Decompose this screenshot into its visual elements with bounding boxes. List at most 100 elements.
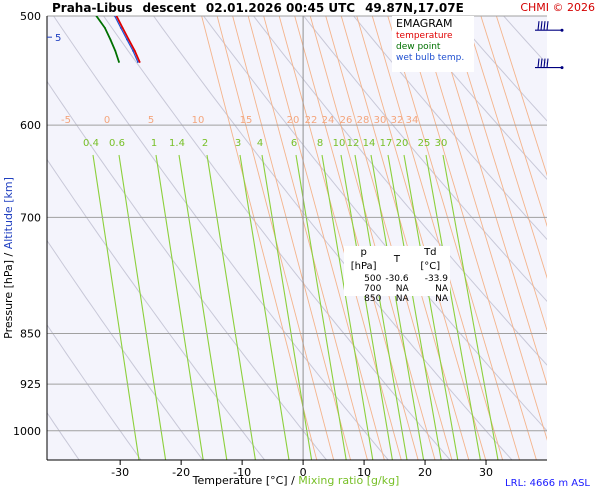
series-point <box>132 49 134 52</box>
station-position: 49.87N,17.07E <box>365 1 464 15</box>
pressure-tick-label: 600 <box>20 119 41 132</box>
legend-item-dew-point: dew point <box>396 42 441 52</box>
isotherm-label: 22 <box>305 115 318 126</box>
pressure-tick-label: 850 <box>20 328 41 341</box>
isotherm-label: 28 <box>357 115 370 126</box>
moist-adiabat-line <box>480 16 547 228</box>
series-point <box>115 16 118 17</box>
temperature-tick-label: -10 <box>233 466 251 479</box>
isotherm-label: 32 <box>391 115 404 126</box>
mixing-ratio-label: 20 <box>396 138 409 149</box>
wind-barb-flag <box>546 21 549 31</box>
temperature-tick-label: 30 <box>479 466 493 479</box>
table-cell: -33.9 <box>424 274 448 284</box>
level-values-table: p [hPa] T Td [°C] 500 -30.6 -33.9 700 NA… <box>344 246 450 304</box>
copyright: CHMI © 2026 <box>520 1 595 14</box>
mixing-ratio-line <box>403 154 459 460</box>
table-header-temperature: T <box>393 254 401 265</box>
table-row: 700 NA NA <box>344 284 450 294</box>
mixing-ratio-line <box>387 154 442 460</box>
moist-adiabat-line <box>263 16 385 460</box>
series-point <box>113 16 116 17</box>
pressure-tick-label: 925 <box>20 378 41 391</box>
temperature-tick-label: -30 <box>111 466 129 479</box>
series-point <box>109 38 112 41</box>
mixing-ratio-label: 17 <box>380 138 393 149</box>
mixing-ratio-line <box>92 154 140 460</box>
mixing-ratio-label: 0.6 <box>109 138 125 149</box>
series-point <box>127 38 130 41</box>
isotherm-label: 24 <box>322 115 335 126</box>
isotherm-label: 15 <box>240 115 253 126</box>
mixing-ratio-label: 25 <box>418 138 431 149</box>
moist-adiabat-line <box>464 16 547 279</box>
moist-adiabat-line <box>356 16 487 460</box>
temperature-tick-label: 10 <box>357 466 371 479</box>
moist-adiabat-line <box>247 16 368 460</box>
sounding-datetime: 02.01.2026 00:45 UTC <box>205 1 356 15</box>
dry-adiabat-line <box>47 239 204 460</box>
table-cell: 700 <box>364 284 382 294</box>
moist-adiabat-line <box>418 16 547 441</box>
series-point <box>138 61 141 63</box>
moist-adiabat-line <box>325 16 453 460</box>
wind-barb-flag <box>543 58 546 68</box>
isotherm-label: 26 <box>340 115 353 126</box>
mixing-ratio-label: 0.4 <box>83 138 99 149</box>
wind-barb-flag <box>546 58 549 68</box>
wind-barb-flag <box>537 21 540 31</box>
mixing-ratio-label: 4 <box>257 138 263 149</box>
moist-adiabat-line <box>309 16 436 460</box>
moist-adiabat-line <box>387 16 520 460</box>
isotherm-label: 34 <box>406 115 419 126</box>
series-point <box>119 26 122 29</box>
moist-adiabat-line <box>449 16 547 332</box>
pressure-tick-label: 500 <box>20 10 41 23</box>
isotherm-label: 10 <box>192 115 205 126</box>
wind-barb-tip <box>560 66 564 70</box>
y-axis-title: Pressure [hPa] / Altitude [km] <box>2 177 15 339</box>
mixing-ratio-line <box>206 154 256 460</box>
sounding-mode: descent <box>142 1 196 15</box>
table-row: 500 -30.6 -33.9 <box>344 274 450 284</box>
chart-title: Praha-Libus descent 02.01.2026 00:45 UTC 49… <box>52 1 474 15</box>
temperature-tick-label: -20 <box>172 466 190 479</box>
mixing-ratio-label: 8 <box>317 138 323 149</box>
x-axis-title-temperature: Temperature [°C] <box>192 474 288 487</box>
dry-adiabat-line <box>47 158 266 460</box>
mixing-ratio-label: 30 <box>435 138 448 149</box>
moist-adiabat-line <box>495 16 547 177</box>
moist-adiabat-line <box>232 16 351 460</box>
y-axis-title-pressure: Pressure [hPa] <box>2 260 15 339</box>
dry-adiabat-line <box>47 323 142 460</box>
wind-barb-flag <box>543 21 546 31</box>
table-cell: NA <box>435 294 448 304</box>
legend: EMAGRAM temperature dew point wet bulb t… <box>392 16 474 72</box>
series-point <box>114 49 117 52</box>
dry-adiabat-line <box>453 16 547 122</box>
series-point <box>136 61 139 63</box>
pressure-tick-label: 700 <box>20 211 41 224</box>
mixing-ratio-line <box>442 154 499 460</box>
series-point <box>121 26 124 29</box>
isotherm-label: 5 <box>148 115 154 126</box>
plot-background <box>47 16 547 460</box>
table-header-dewpoint: Td [°C] <box>420 247 441 272</box>
table-cell: 500 <box>364 274 382 284</box>
table-header-pressure: p [hPa] <box>350 247 377 272</box>
moist-adiabat-line <box>340 16 470 460</box>
x-axis-title-separator: / <box>288 474 299 487</box>
mixing-ratio-line <box>118 154 167 460</box>
mixing-ratio-label: 12 <box>347 138 360 149</box>
dry-adiabat-line <box>103 16 451 460</box>
wind-barb-flag <box>540 21 543 31</box>
mixing-ratio-line <box>155 154 204 460</box>
mixing-ratio-label: 3 <box>235 138 241 149</box>
table-cell: NA <box>435 284 448 294</box>
legend-item-temperature: temperature <box>396 31 453 41</box>
mixing-ratio-line <box>425 154 481 460</box>
mixing-ratio-line <box>321 154 374 460</box>
dry-adiabat-line <box>253 16 547 366</box>
moist-adiabat-line <box>402 16 537 460</box>
mixing-ratio-line <box>340 154 393 460</box>
